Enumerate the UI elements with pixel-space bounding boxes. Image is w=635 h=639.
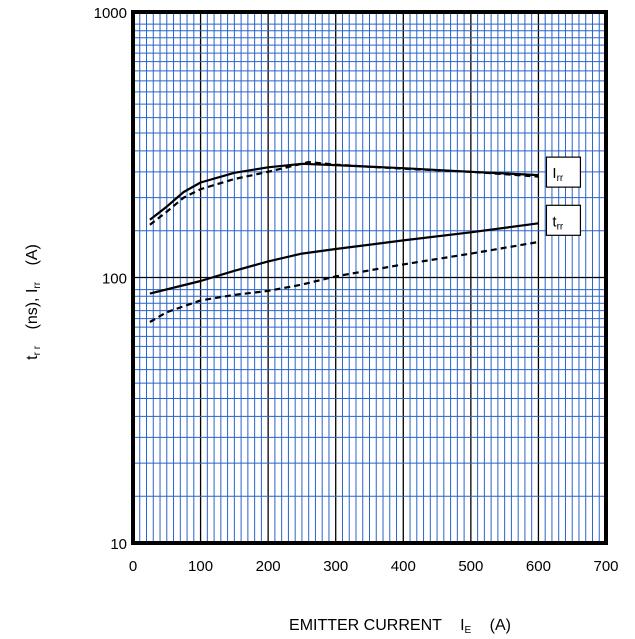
y-axis-label-i-subscript: rr (32, 281, 43, 288)
curve-label-box (545, 204, 582, 236)
grid (132, 12, 607, 544)
x-axis-label: EMITTER CURRENT IE (A) (289, 617, 511, 637)
x-tick-label: 300 (323, 558, 348, 575)
x-tick-label: 400 (391, 558, 416, 575)
y-axis-label: tr r (ns), Irr (A) (24, 244, 44, 360)
y-tick-label: 1000 (94, 5, 127, 22)
y-tick-label: 100 (102, 271, 127, 288)
y-axis-label-t-subscript: r r (32, 345, 43, 355)
y-axis-label-t-symbol: t (24, 355, 41, 360)
curve-label-subscript: rr (557, 173, 564, 184)
y-tick-label: 10 (110, 536, 127, 553)
y-axis-label-i-symbol: I (24, 289, 41, 293)
x-tick-label: 100 (188, 558, 213, 575)
series-line (149, 240, 539, 323)
x-tick-label: 500 (458, 558, 483, 575)
curve-label-symbol: t (552, 213, 557, 230)
x-axis-label-unit: (A) (490, 617, 511, 634)
x-axis-label-main: EMITTER CURRENT (289, 617, 442, 634)
curve-label-box (545, 156, 582, 188)
y-axis-label-middle: (ns), (24, 293, 41, 329)
x-axis-label-symbol: I (460, 617, 464, 634)
curve-label: trr (552, 213, 564, 232)
series-group (149, 161, 539, 323)
curve-label-symbol: I (552, 165, 556, 182)
tick-labels: 0 100 200 300 400 500 600 700 10 100 1000 (94, 5, 619, 575)
x-tick-label: 700 (593, 558, 618, 575)
x-tick-label: 0 (129, 558, 137, 575)
x-tick-label: 600 (526, 558, 551, 575)
y-axis-label-unit: (A) (24, 244, 41, 265)
curve-label: Irr (552, 165, 564, 184)
x-axis-label-subscript: E (465, 625, 472, 636)
x-tick-label: 200 (256, 558, 281, 575)
plot-frame (131, 10, 608, 545)
curve-label-subscript: rr (557, 221, 564, 232)
series-line (149, 161, 539, 226)
series-line (149, 222, 539, 295)
